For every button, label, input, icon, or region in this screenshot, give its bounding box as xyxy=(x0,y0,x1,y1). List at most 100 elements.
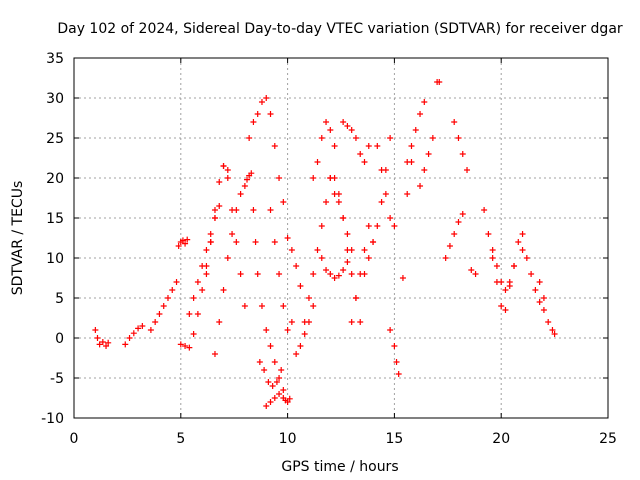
data-point-marker xyxy=(186,311,193,317)
data-point-marker xyxy=(179,237,186,244)
data-point-marker xyxy=(519,247,526,253)
data-point-marker xyxy=(391,223,398,229)
series-sat-r xyxy=(293,303,317,357)
data-point-marker xyxy=(310,175,317,181)
series-sat-g xyxy=(203,163,231,277)
data-point-marker xyxy=(378,199,385,205)
data-point-marker xyxy=(417,183,424,189)
grid-lines xyxy=(73,57,609,419)
data-point-marker xyxy=(352,135,359,141)
data-point-marker xyxy=(340,119,347,125)
y-axis-ticks: -10 -5 0 5 10 15 20 25 30 35 xyxy=(41,51,608,427)
data-point-marker xyxy=(387,135,394,141)
data-point-marker xyxy=(293,351,300,357)
series-sat-ab xyxy=(387,327,402,377)
x-axis-ticks: 0 5 10 15 20 25 xyxy=(70,58,617,447)
x-axis-label: GPS time / hours xyxy=(281,459,398,475)
data-point-marker xyxy=(387,327,394,333)
data-point-marker xyxy=(271,395,278,401)
data-point-marker xyxy=(344,247,351,253)
data-point-marker xyxy=(412,127,419,133)
data-point-marker xyxy=(442,255,449,261)
data-point-marker xyxy=(331,275,338,281)
series-sat-ag xyxy=(442,211,466,261)
data-point-marker xyxy=(261,367,268,373)
data-point-marker xyxy=(344,259,351,265)
data-point-marker xyxy=(194,279,201,285)
data-point-marker xyxy=(305,295,312,301)
data-point-marker xyxy=(130,330,137,337)
data-point-marker xyxy=(323,119,330,125)
data-point-marker xyxy=(429,135,436,141)
data-point-marker xyxy=(374,223,381,229)
data-point-marker xyxy=(241,183,248,189)
data-point-marker xyxy=(276,175,283,181)
data-point-marker xyxy=(280,387,287,393)
data-point-marker xyxy=(344,123,351,129)
data-point-marker xyxy=(404,159,411,165)
series-sat-ai xyxy=(468,267,479,277)
data-point-marker xyxy=(323,267,330,273)
data-point-marker xyxy=(254,271,261,277)
data-point-marker xyxy=(211,207,218,213)
data-point-marker xyxy=(220,287,227,293)
data-point-marker xyxy=(263,95,270,101)
data-point-marker xyxy=(252,239,259,245)
data-point-marker xyxy=(147,327,154,333)
series-sat-a xyxy=(92,327,112,349)
data-point-marker xyxy=(152,319,159,325)
x-tick-label: 0 xyxy=(70,431,79,447)
data-point-marker xyxy=(335,191,342,197)
data-point-marker xyxy=(511,263,518,269)
data-point-marker xyxy=(271,143,278,149)
data-point-marker xyxy=(265,379,272,385)
series-sat-h xyxy=(211,191,244,357)
plot-frame xyxy=(73,57,609,419)
data-point-marker xyxy=(425,151,432,157)
data-point-marker xyxy=(323,199,330,205)
y-axis-label: SDTVAR / TECUs xyxy=(10,181,26,296)
data-point-marker xyxy=(229,207,236,213)
data-point-marker xyxy=(489,255,496,261)
x-tick-label: 10 xyxy=(279,431,297,447)
data-point-marker xyxy=(498,279,505,285)
series-sat-q xyxy=(284,235,304,289)
series-sat-v xyxy=(327,175,355,253)
data-point-marker xyxy=(94,335,101,341)
data-point-marker xyxy=(361,247,368,253)
data-point-marker xyxy=(340,215,347,221)
data-point-marker xyxy=(126,335,133,341)
y-tick-label: 5 xyxy=(55,291,64,307)
data-point-marker xyxy=(182,343,189,349)
data-point-marker xyxy=(393,359,400,365)
data-point-marker xyxy=(233,239,240,245)
data-point-marker xyxy=(229,231,236,237)
data-point-marker xyxy=(190,295,197,301)
data-point-marker xyxy=(459,151,466,157)
data-point-marker xyxy=(237,191,244,197)
x-tick-label: 25 xyxy=(599,431,617,447)
data-point-marker xyxy=(211,351,218,357)
data-point-marker xyxy=(203,271,210,277)
data-point-marker xyxy=(523,255,530,261)
series-sat-p xyxy=(267,207,295,333)
series-sat-b xyxy=(122,323,146,348)
y-tick-label: -5 xyxy=(50,371,64,387)
data-point-marker xyxy=(216,319,223,325)
data-point-marker xyxy=(318,223,325,229)
data-point-marker xyxy=(318,135,325,141)
x-tick-label: 15 xyxy=(385,431,403,447)
y-tick-label: 15 xyxy=(46,211,64,227)
data-point-marker xyxy=(96,341,103,348)
data-point-marker xyxy=(135,325,142,332)
data-point-marker xyxy=(288,247,295,253)
data-point-marker xyxy=(506,283,513,289)
series-sat-o xyxy=(280,395,293,405)
data-point-marker xyxy=(273,379,280,385)
data-point-marker xyxy=(361,271,368,277)
series-sat-ac xyxy=(399,159,415,281)
data-points xyxy=(92,79,558,409)
data-point-marker xyxy=(216,203,223,209)
data-point-marker xyxy=(327,127,334,133)
